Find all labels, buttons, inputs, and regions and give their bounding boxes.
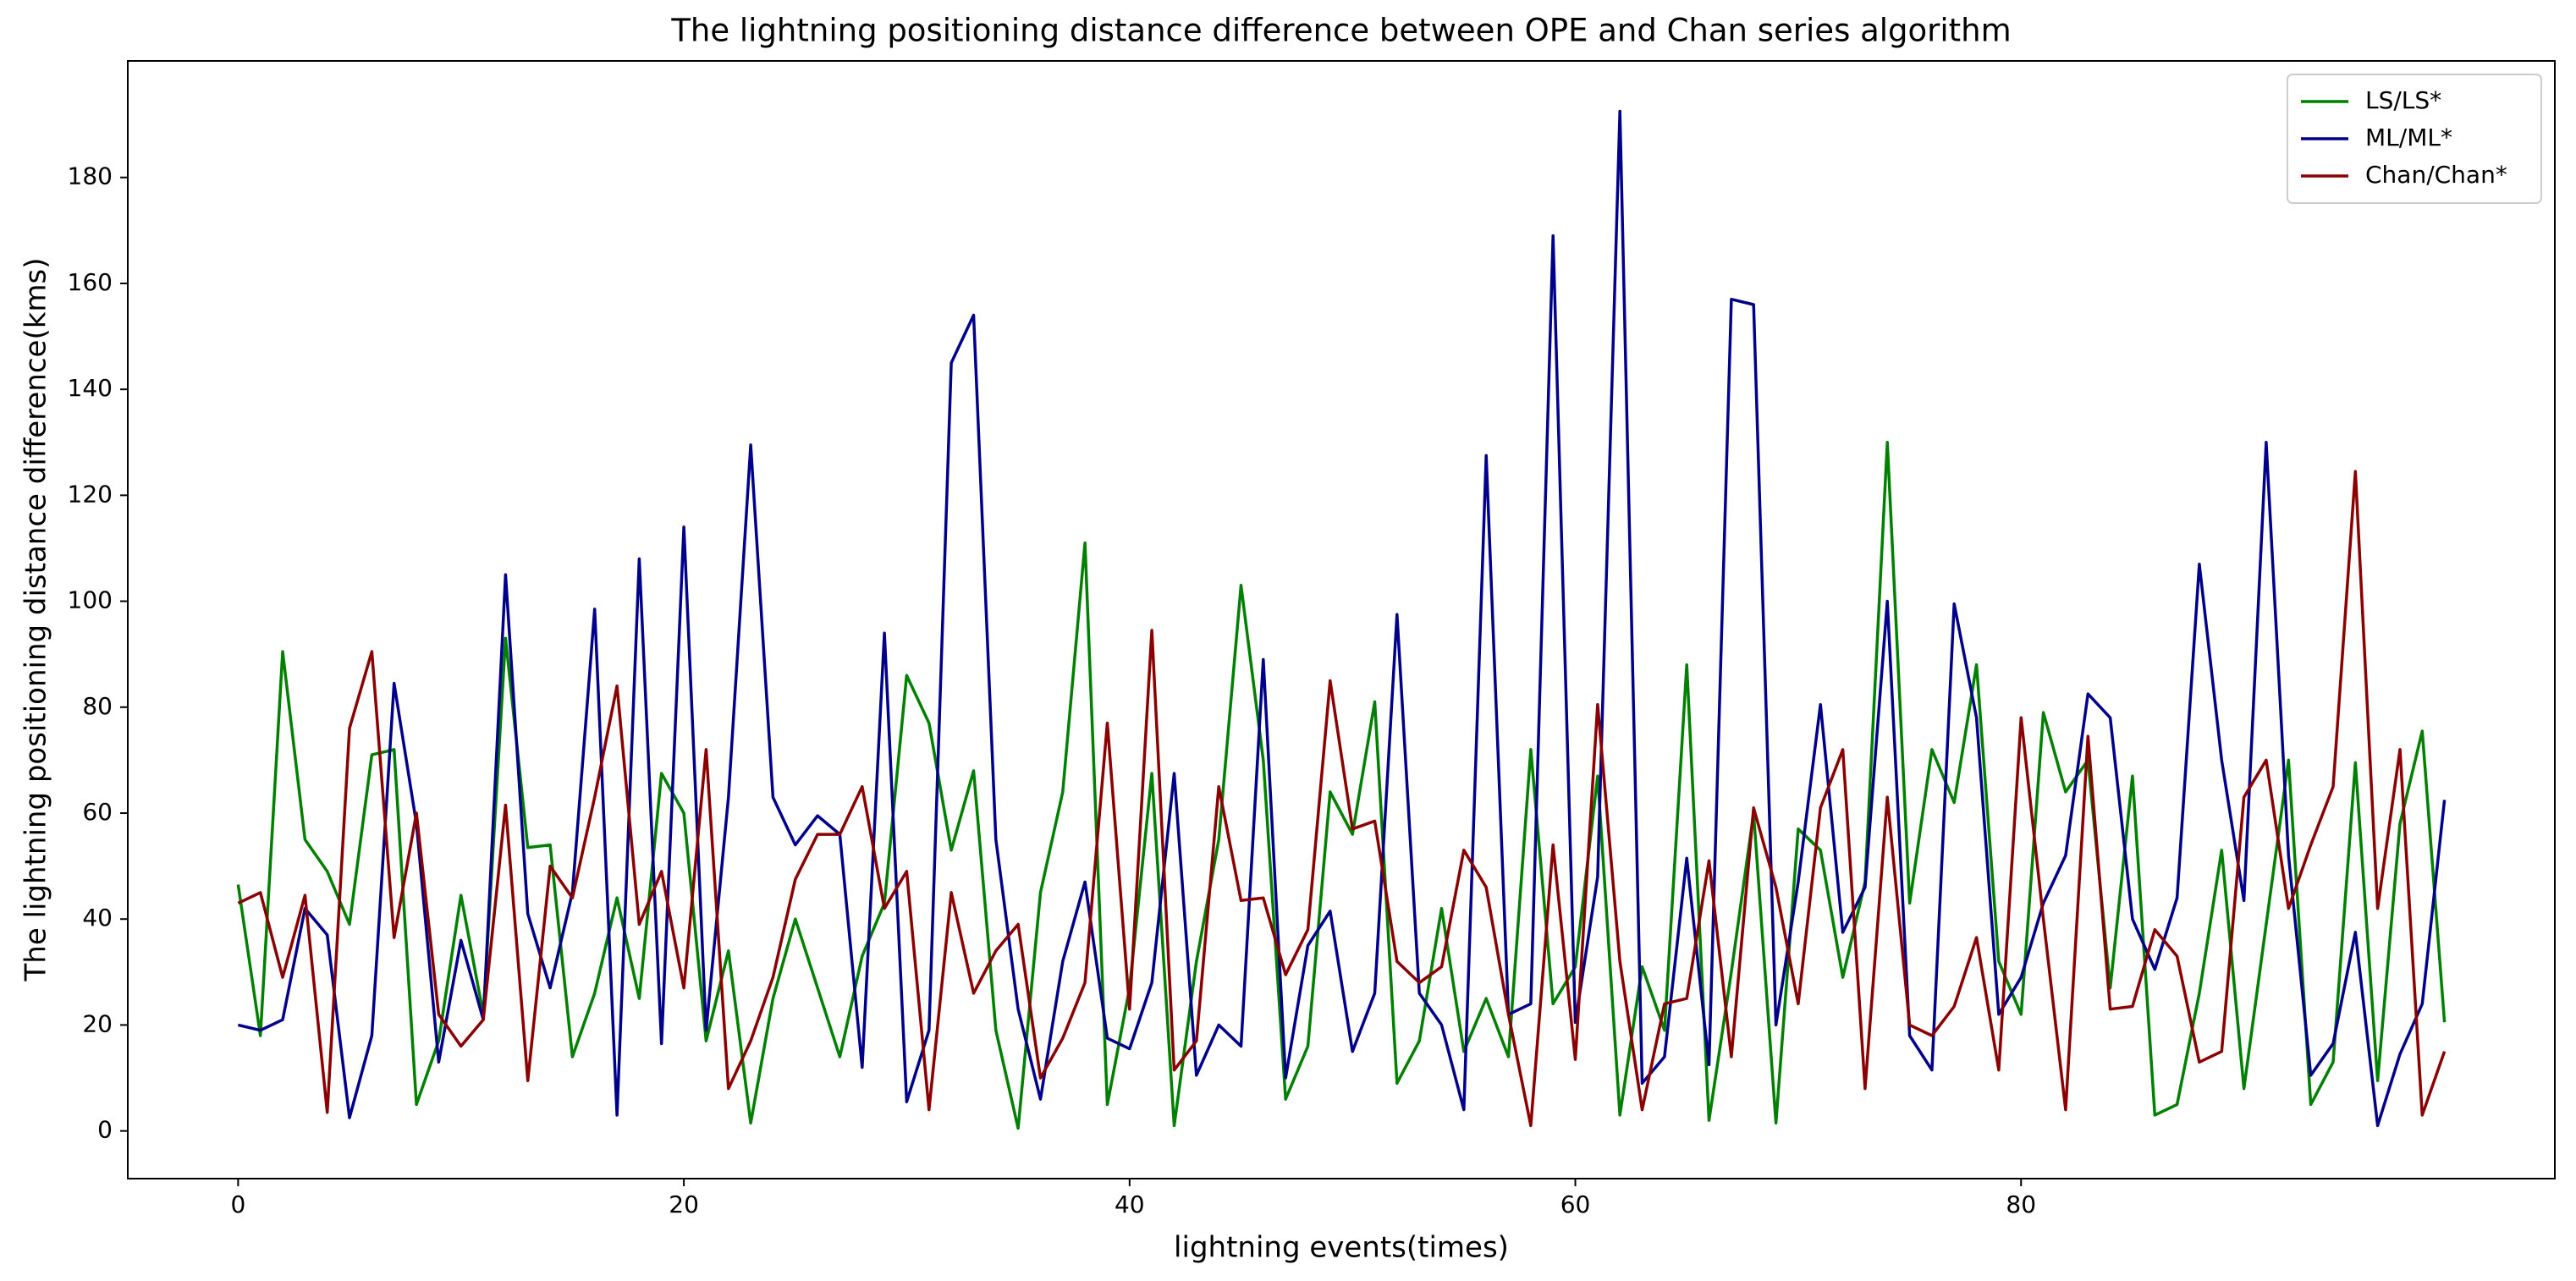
legend-box [2287,74,2542,204]
line-series [237,470,2447,1128]
x-tick-label: 40 [1115,1190,1145,1218]
x-tick-label: 80 [2006,1190,2036,1218]
x-tick-label: 0 [230,1190,245,1218]
y-tick-label: 60 [82,798,113,826]
y-axis-label: The lightning positioning distance diffe… [19,258,53,982]
plot-frame [127,60,2556,1179]
line-series [237,109,2447,1128]
y-tick-label: 140 [68,374,113,402]
y-tick-label: 180 [68,162,113,190]
y-tick-label: 40 [82,904,113,932]
legend-label: LS/LS* [2365,86,2441,114]
y-tick-label: 160 [68,268,113,296]
x-tick-label: 20 [669,1190,699,1218]
chart-title: The lightning positioning distance diffe… [670,13,2011,49]
y-tick-label: 120 [68,480,113,508]
line-series [236,441,2447,1130]
y-tick-label: 0 [97,1116,113,1144]
x-tick-label: 60 [1560,1190,1591,1218]
x-axis-label: lightning events(times) [1174,1231,1509,1265]
y-tick-label: 80 [82,692,113,720]
y-tick-label: 100 [68,586,113,614]
legend-label: ML/ML* [2365,124,2452,151]
y-tick-label: 20 [82,1009,113,1037]
legend-label: Chan/Chan* [2365,161,2507,189]
